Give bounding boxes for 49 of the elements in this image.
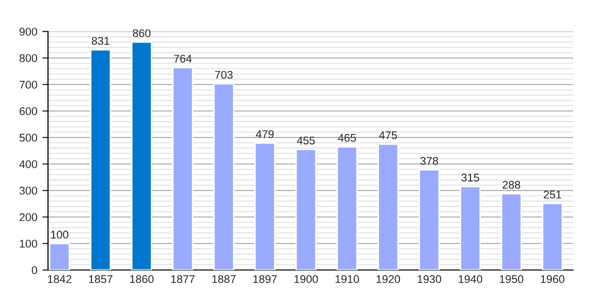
y-tick-label: 800	[20, 54, 38, 62]
y-tick-label: 100	[20, 240, 38, 248]
bar	[254, 142, 276, 270]
bar	[90, 49, 112, 270]
bar	[418, 169, 440, 270]
y-tick-label: 400	[19, 160, 38, 168]
data-label: 479	[256, 130, 274, 138]
x-tick-label: 1842	[48, 275, 72, 284]
data-label: 831	[92, 36, 110, 45]
x-tick-label: 1900	[294, 275, 318, 284]
y-tick-label: 600	[20, 107, 38, 116]
x-tick-label: 1877	[171, 275, 195, 284]
data-label: 860	[132, 29, 150, 38]
x-tick-label: 1920	[376, 275, 400, 284]
bar	[48, 242, 70, 270]
bar	[213, 83, 234, 270]
bar	[131, 41, 152, 270]
data-label: 475	[379, 131, 397, 140]
bar	[500, 192, 522, 270]
data-label: 455	[296, 136, 315, 144]
x-tick-label: 1950	[500, 275, 524, 284]
x-tick-label: 1910	[336, 275, 359, 284]
data-label: 100	[51, 230, 68, 239]
y-tick-label: 0	[32, 266, 38, 274]
y-tick-label: 200	[20, 213, 38, 222]
bar	[336, 146, 358, 270]
data-label: 288	[502, 180, 520, 189]
x-tick-label: 1887	[212, 275, 236, 284]
y-tick-label: 300	[19, 186, 38, 195]
bar	[295, 148, 317, 270]
data-label: 764	[174, 54, 192, 63]
x-tick-label: 1897	[253, 275, 277, 284]
data-label: 465	[338, 134, 356, 142]
x-tick-label: 1860	[130, 275, 154, 284]
x-tick-label: 1940	[458, 275, 482, 284]
y-tick-label: 900	[20, 28, 38, 36]
data-label: 378	[420, 156, 438, 165]
x-tick-label: 1857	[89, 275, 112, 284]
x-tick-label: 1960	[540, 275, 564, 284]
bar	[378, 143, 399, 270]
y-tick-label: 500	[19, 134, 38, 142]
x-tick-label: 1930	[418, 275, 442, 284]
data-label: 703	[215, 70, 233, 79]
data-label: 251	[544, 190, 562, 199]
bar	[542, 202, 564, 270]
bar	[460, 186, 481, 270]
data-label: 315	[461, 174, 480, 182]
y-tick-label: 700	[20, 80, 38, 89]
bar	[172, 66, 194, 270]
